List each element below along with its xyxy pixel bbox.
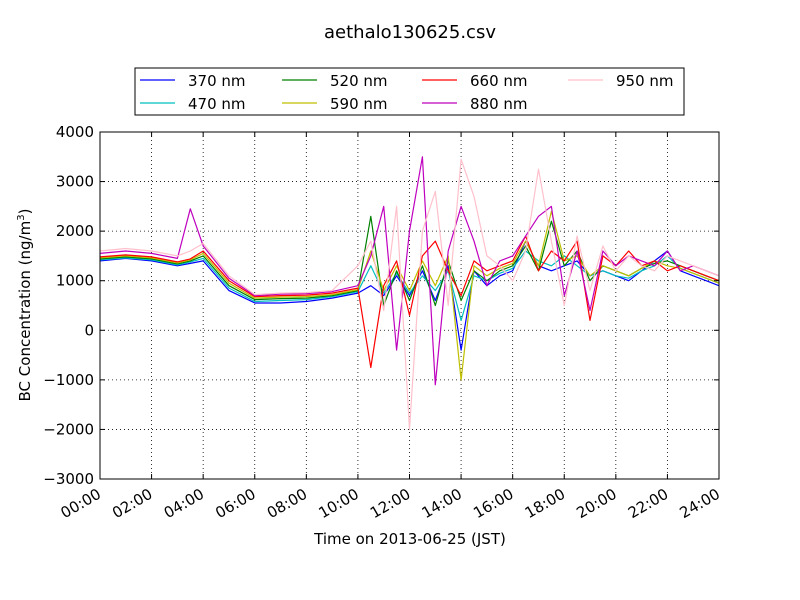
x-tick-label: 20:00 (573, 485, 619, 522)
data-series-layer (99, 156, 720, 430)
series-line-470-nm (99, 250, 720, 321)
legend-label-950-nm: 950 nm (616, 72, 674, 90)
legend-label-660-nm: 660 nm (470, 72, 528, 90)
legend-box (134, 67, 685, 116)
legend-label-370-nm: 370 nm (188, 72, 246, 90)
x-tick-label: 00:00 (58, 485, 104, 522)
x-axis-label: Time on 2013-06-25 (JST) (313, 530, 506, 548)
x-tick-label: 04:00 (161, 485, 207, 522)
y-tick-label: 0 (84, 321, 94, 339)
y-axis-label-superscript: 3 (16, 214, 27, 220)
y-tick-label: 1000 (56, 272, 94, 290)
x-tick-label: 24:00 (677, 485, 723, 522)
y-tick-label: 4000 (56, 123, 94, 141)
y-axis-label-close: ) (16, 209, 34, 215)
y-tick-label: 3000 (56, 173, 94, 191)
y-axis: 4000 3000 2000 1000 0 −1000 −2000 −3000 (43, 123, 719, 488)
legend-label-590-nm: 590 nm (330, 95, 388, 113)
chart-title: aethalo130625.csv (324, 22, 496, 43)
y-tick-label: −1000 (43, 371, 94, 389)
x-tick-label: 22:00 (625, 485, 671, 522)
series-line-590-nm (99, 210, 720, 381)
legend-label-520-nm: 520 nm (330, 72, 388, 90)
x-tick-label: 10:00 (315, 485, 361, 522)
legend-label-470-nm: 470 nm (188, 95, 246, 113)
y-tick-label: 2000 (56, 222, 94, 240)
x-tick-label: 08:00 (264, 485, 310, 522)
x-tick-label: 12:00 (367, 485, 413, 522)
x-tick-label: 02:00 (109, 485, 155, 522)
y-axis-label: BC Concentration (ng/m3) (16, 209, 34, 402)
x-tick-label: 06:00 (212, 485, 258, 522)
y-tick-label: −2000 (43, 420, 94, 438)
x-tick-label: 16:00 (470, 485, 516, 522)
legend: 370 nm 470 nm 520 nm 590 nm 660 nm 880 nm 950 … (134, 67, 685, 116)
y-tick-label: −3000 (43, 470, 94, 488)
x-tick-label: 18:00 (522, 485, 568, 522)
y-axis-label-main: BC Concentration (ng/m (16, 221, 34, 402)
series-line-880-nm (99, 156, 720, 386)
series-line-370-nm (99, 240, 720, 351)
legend-label-880-nm: 880 nm (470, 95, 528, 113)
x-tick-label: 14:00 (419, 485, 465, 522)
series-line-950-nm (99, 158, 720, 430)
